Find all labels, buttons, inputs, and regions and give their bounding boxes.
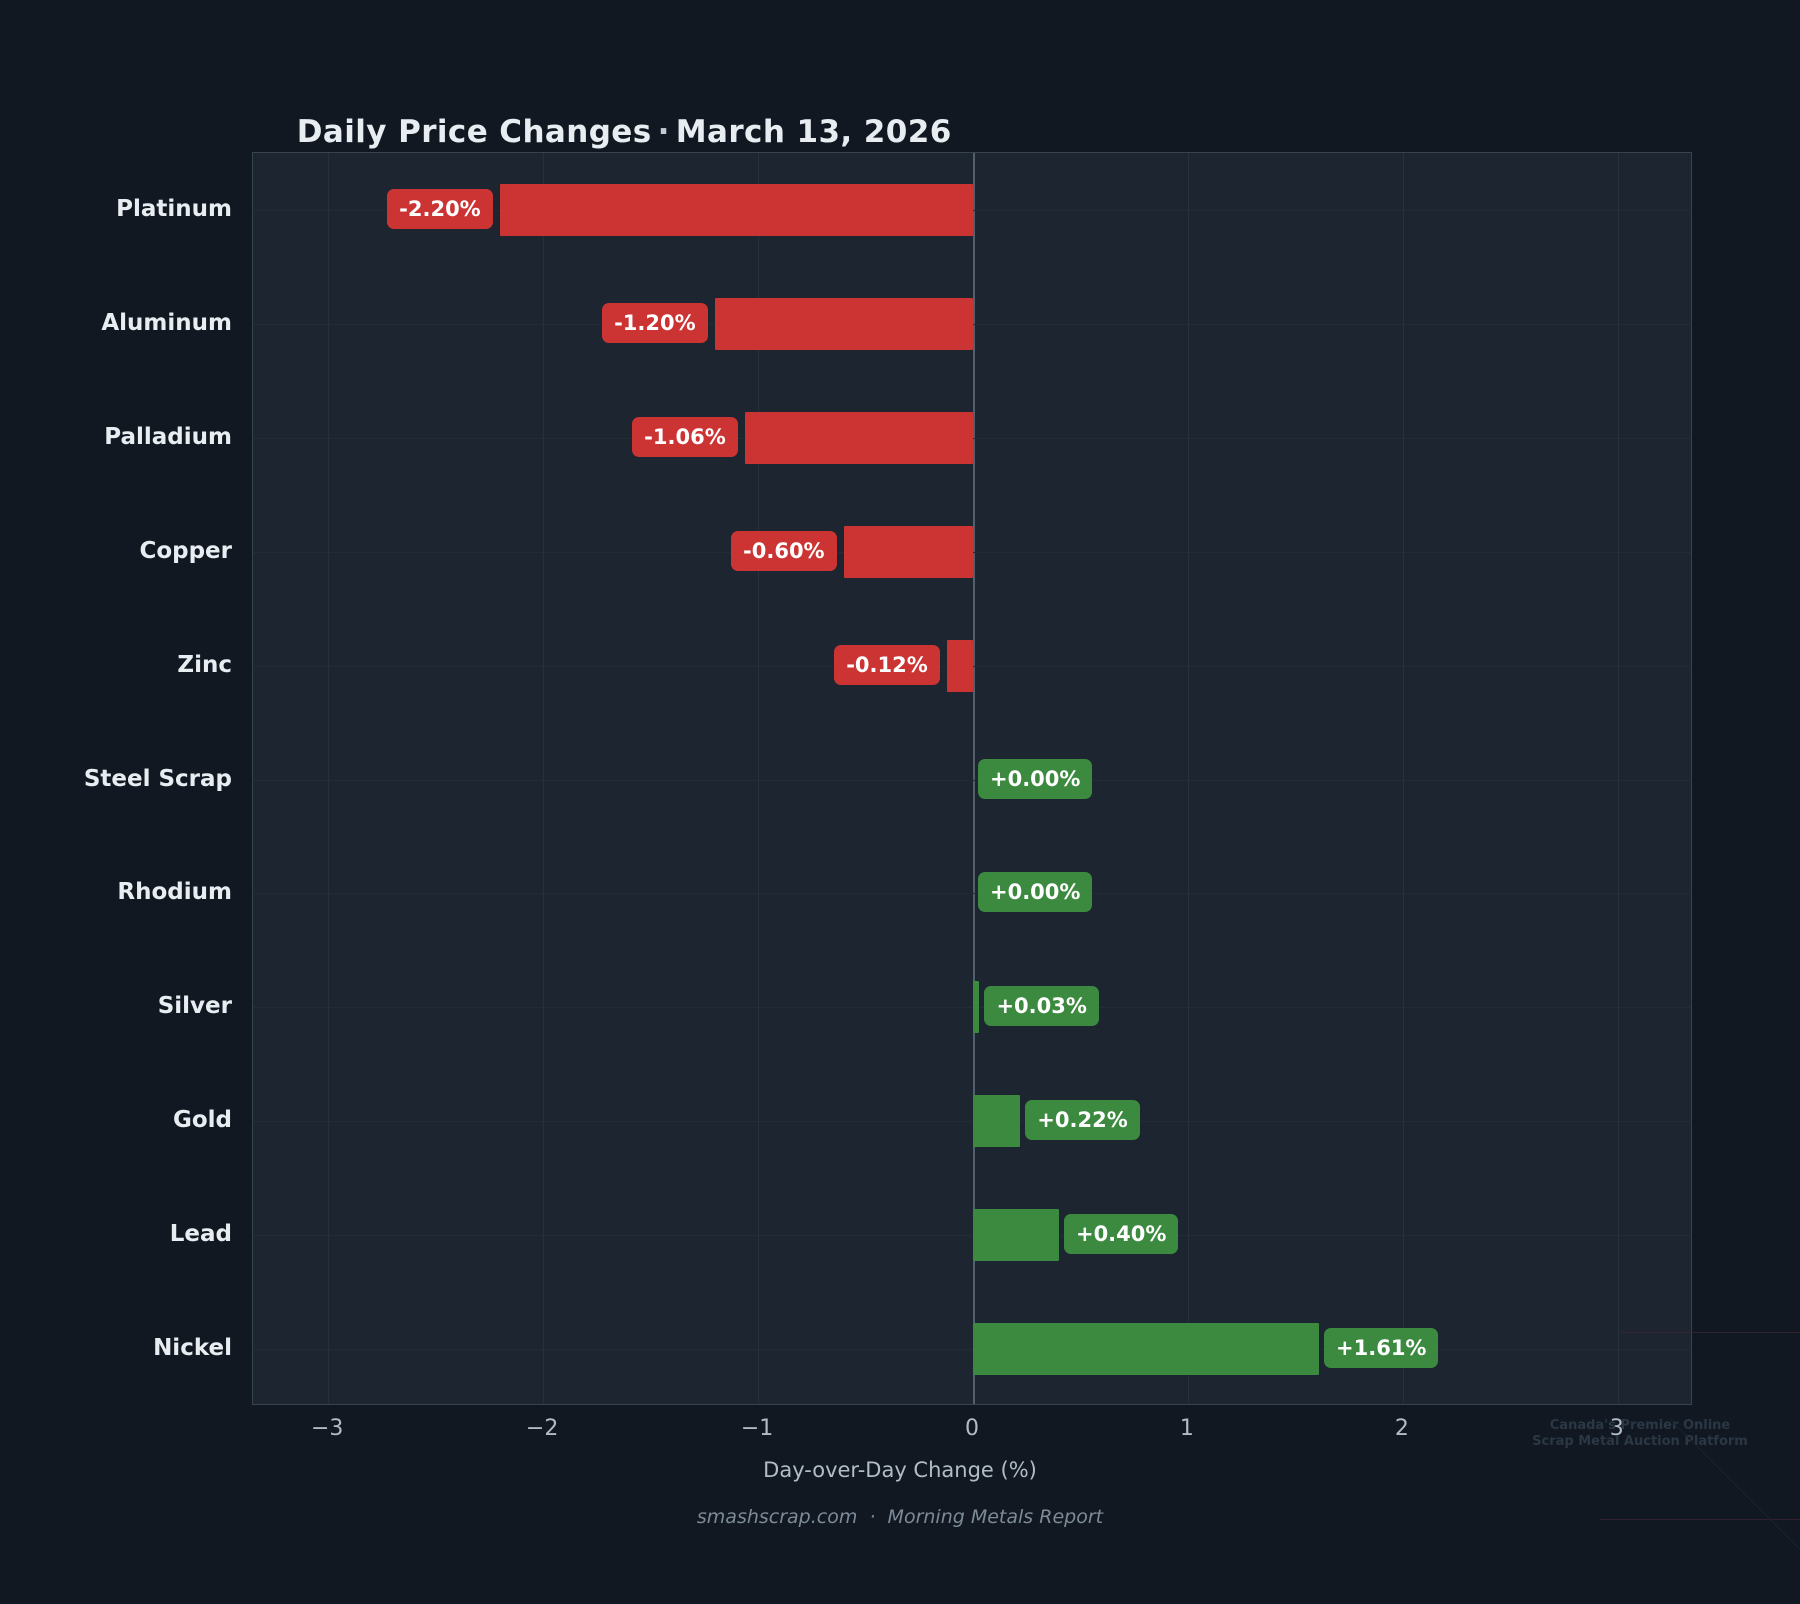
title-separator: · xyxy=(657,114,670,150)
y-label-steel-scrap: Steel Scrap xyxy=(83,765,232,792)
gridline-zero xyxy=(973,153,975,1404)
y-label-lead: Lead xyxy=(169,1221,232,1248)
bar-nickel[interactable] xyxy=(973,1323,1320,1376)
value-badge-zinc: -0.12% xyxy=(834,644,940,685)
y-label-silver: Silver xyxy=(157,993,232,1020)
footer-credit: smashscrap.com · Morning Metals Report xyxy=(696,1506,1104,1528)
gridline--2 xyxy=(543,153,545,1404)
bar-silver[interactable] xyxy=(973,981,980,1034)
y-label-platinum: Platinum xyxy=(116,195,232,222)
y-label-copper: Copper xyxy=(139,537,232,564)
gridline-2 xyxy=(1402,153,1404,1404)
y-label-aluminum: Aluminum xyxy=(101,309,232,336)
y-label-rhodium: Rhodium xyxy=(117,879,232,906)
bar-palladium[interactable] xyxy=(745,411,973,464)
chart-title-date: March 13, 2026 xyxy=(675,114,952,150)
row-gridline xyxy=(253,1349,1691,1351)
value-badge-copper: -0.60% xyxy=(731,530,837,571)
gridline--3 xyxy=(328,153,330,1404)
value-badge-silver: +0.03% xyxy=(984,986,1099,1027)
x-tick-2: 2 xyxy=(1394,1416,1409,1441)
bar-gold[interactable] xyxy=(973,1095,1021,1148)
row-gridline xyxy=(253,1007,1691,1009)
x-tick-0: 0 xyxy=(965,1416,979,1441)
row-gridline xyxy=(253,779,1691,781)
bar-lead[interactable] xyxy=(973,1209,1059,1262)
page-title: Daily Price Changes · March 13, 2026 xyxy=(252,78,952,186)
x-tick--2: −2 xyxy=(525,1416,559,1441)
gridline--1 xyxy=(758,153,760,1404)
value-badge-lead: +0.40% xyxy=(1063,1214,1179,1255)
y-label-nickel: Nickel xyxy=(153,1335,232,1362)
gridline-3 xyxy=(1617,153,1619,1404)
plot-area xyxy=(252,152,1692,1405)
row-gridline xyxy=(253,1121,1691,1123)
bar-zinc[interactable] xyxy=(947,639,973,692)
x-tick--3: −3 xyxy=(311,1416,344,1441)
x-tick-1: 1 xyxy=(1179,1416,1194,1441)
watermark-line-2: Scrap Metal Auction Platform xyxy=(1532,1434,1748,1450)
chart-title-main: Daily Price Changes xyxy=(296,114,652,150)
watermark: Canada's Premier Online Scrap Metal Auct… xyxy=(1520,1418,1760,1451)
x-tick--1: −1 xyxy=(740,1416,774,1441)
row-gridline xyxy=(253,1235,1691,1237)
bar-aluminum[interactable] xyxy=(715,297,973,350)
value-badge-aluminum: -1.20% xyxy=(602,302,708,343)
x-tick-3: 3 xyxy=(1609,1416,1624,1441)
row-gridline xyxy=(253,893,1691,895)
value-badge-nickel: +1.61% xyxy=(1324,1328,1439,1369)
bar-copper[interactable] xyxy=(844,525,973,578)
x-axis-label: Day-over-Day Change (%) xyxy=(763,1458,1037,1482)
decor-line-top xyxy=(1620,1332,1800,1333)
value-badge-gold: +0.22% xyxy=(1025,1100,1140,1141)
y-label-palladium: Palladium xyxy=(104,423,232,450)
value-badge-platinum: -2.20% xyxy=(387,188,493,229)
y-label-zinc: Zinc xyxy=(177,651,232,678)
value-badge-rhodium: +0.00% xyxy=(978,872,1093,913)
value-badge-palladium: -1.06% xyxy=(632,416,738,457)
value-badge-steel-scrap: +0.00% xyxy=(978,758,1093,799)
chart-canvas: Daily Price Changes · March 13, 2026 Plati… xyxy=(83,78,1800,1604)
decor-line-bottom xyxy=(1600,1519,1800,1520)
gridline-1 xyxy=(1187,153,1189,1404)
bar-platinum[interactable] xyxy=(500,183,973,236)
watermark-line-1: Canada's Premier Online xyxy=(1549,1418,1731,1433)
y-label-gold: Gold xyxy=(172,1107,232,1134)
